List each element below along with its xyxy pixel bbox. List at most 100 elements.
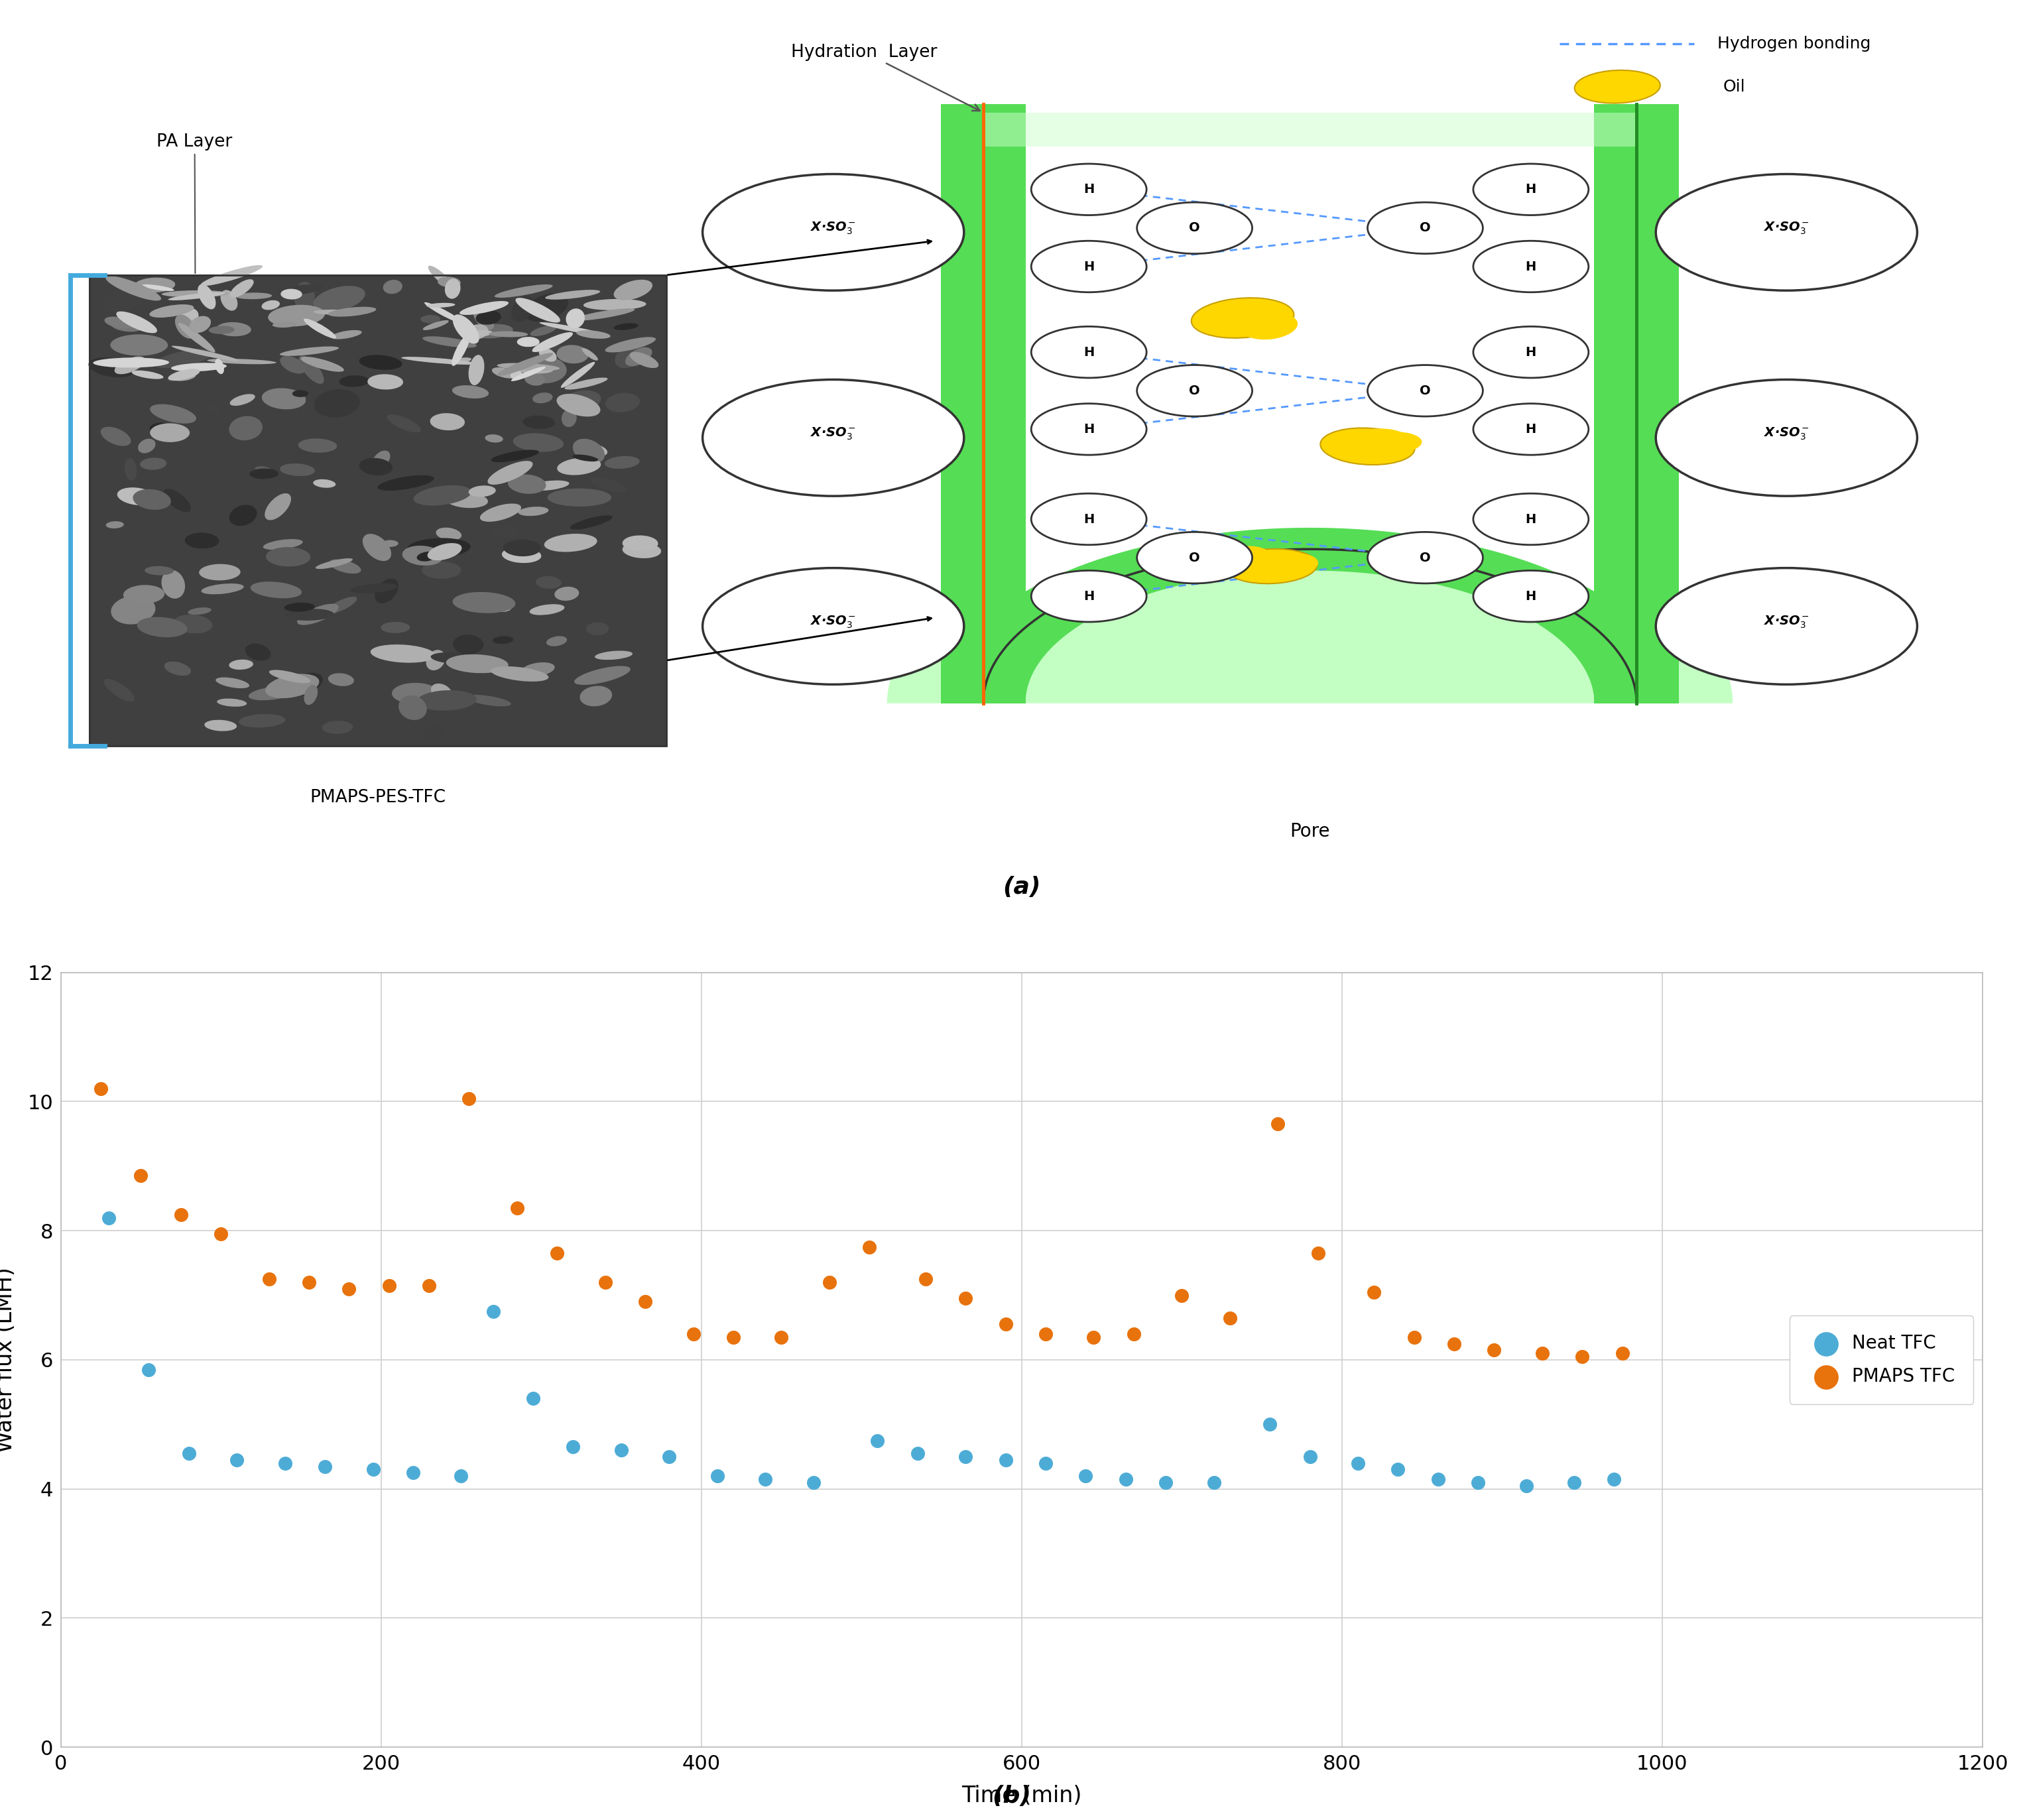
Ellipse shape: [479, 504, 522, 522]
Ellipse shape: [427, 542, 461, 561]
Ellipse shape: [229, 417, 263, 440]
Ellipse shape: [249, 686, 297, 701]
Ellipse shape: [613, 280, 653, 300]
PMAPS TFC: [1357, 1278, 1390, 1307]
Text: H: H: [1525, 422, 1535, 435]
PMAPS TFC: [589, 1269, 621, 1298]
PMAPS TFC: [716, 1323, 749, 1352]
Ellipse shape: [564, 377, 607, 389]
Ellipse shape: [372, 451, 390, 470]
Text: Hydrogen bonding: Hydrogen bonding: [1718, 36, 1871, 51]
Ellipse shape: [103, 288, 142, 313]
Text: H: H: [1525, 346, 1535, 359]
Ellipse shape: [437, 277, 461, 288]
Text: X·SO$_3^-$: X·SO$_3^-$: [811, 426, 856, 440]
Ellipse shape: [200, 584, 245, 595]
Ellipse shape: [198, 284, 216, 309]
Ellipse shape: [508, 475, 546, 493]
Ellipse shape: [522, 357, 566, 384]
PMAPS TFC: [989, 1310, 1022, 1340]
Ellipse shape: [206, 359, 277, 364]
Ellipse shape: [516, 298, 560, 322]
Ellipse shape: [583, 348, 599, 360]
Ellipse shape: [1349, 428, 1408, 450]
Ellipse shape: [510, 364, 552, 373]
Text: O: O: [1190, 222, 1200, 235]
PMAPS TFC: [910, 1265, 943, 1294]
Neat TFC: [902, 1440, 935, 1469]
Circle shape: [702, 568, 963, 684]
Ellipse shape: [595, 652, 633, 661]
Ellipse shape: [105, 317, 134, 329]
Ellipse shape: [623, 542, 662, 559]
Text: O: O: [1190, 384, 1200, 397]
Ellipse shape: [475, 311, 502, 324]
Text: PA Layer: PA Layer: [158, 133, 233, 273]
Neat TFC: [518, 1383, 550, 1412]
PMAPS TFC: [1078, 1323, 1111, 1352]
Ellipse shape: [245, 644, 271, 661]
Y-axis label: Water flux (LMH): Water flux (LMH): [0, 1267, 16, 1452]
Ellipse shape: [435, 528, 461, 541]
PMAPS TFC: [502, 1194, 534, 1223]
Ellipse shape: [89, 357, 136, 377]
Circle shape: [1655, 568, 1918, 684]
Ellipse shape: [168, 291, 225, 300]
Text: Hydration  Layer: Hydration Layer: [791, 44, 979, 111]
Ellipse shape: [591, 477, 627, 493]
Ellipse shape: [115, 357, 146, 375]
Ellipse shape: [328, 308, 376, 317]
Ellipse shape: [150, 304, 194, 317]
Ellipse shape: [285, 608, 334, 621]
PMAPS TFC: [629, 1287, 662, 1316]
Ellipse shape: [297, 604, 338, 624]
Ellipse shape: [265, 673, 320, 699]
Ellipse shape: [216, 677, 249, 688]
Ellipse shape: [431, 413, 465, 430]
Ellipse shape: [453, 592, 516, 613]
Neat TFC: [1598, 1465, 1631, 1494]
Ellipse shape: [562, 410, 577, 428]
PMAPS TFC: [85, 1074, 117, 1103]
Text: X·SO$_3^-$: X·SO$_3^-$: [1764, 220, 1809, 237]
Neat TFC: [1558, 1469, 1590, 1498]
Circle shape: [1032, 404, 1147, 455]
Circle shape: [1368, 366, 1483, 417]
Circle shape: [1473, 164, 1588, 215]
Circle shape: [1137, 366, 1252, 417]
Ellipse shape: [265, 548, 312, 566]
PMAPS TFC: [413, 1270, 445, 1299]
Ellipse shape: [492, 368, 516, 379]
Ellipse shape: [417, 690, 477, 710]
Ellipse shape: [297, 439, 338, 453]
Ellipse shape: [235, 293, 271, 298]
Ellipse shape: [467, 695, 512, 706]
Ellipse shape: [360, 355, 403, 369]
Ellipse shape: [380, 622, 411, 633]
Ellipse shape: [267, 304, 326, 326]
Ellipse shape: [184, 533, 218, 548]
Ellipse shape: [265, 493, 291, 521]
Neat TFC: [1422, 1465, 1455, 1494]
Ellipse shape: [150, 404, 196, 424]
Ellipse shape: [261, 300, 279, 309]
Neat TFC: [797, 1469, 829, 1498]
Ellipse shape: [429, 266, 453, 288]
Ellipse shape: [605, 457, 639, 470]
Ellipse shape: [522, 415, 554, 430]
Text: H: H: [1525, 260, 1535, 273]
Ellipse shape: [427, 302, 455, 308]
Neat TFC: [749, 1465, 781, 1494]
Ellipse shape: [492, 666, 548, 681]
Ellipse shape: [115, 311, 158, 333]
Circle shape: [1368, 531, 1483, 584]
Ellipse shape: [512, 366, 546, 380]
Ellipse shape: [498, 362, 560, 371]
Ellipse shape: [229, 659, 253, 670]
Ellipse shape: [431, 488, 467, 501]
Circle shape: [1655, 380, 1918, 497]
Ellipse shape: [524, 293, 568, 322]
Ellipse shape: [221, 289, 237, 311]
Ellipse shape: [216, 699, 247, 706]
PMAPS TFC: [1525, 1340, 1558, 1369]
